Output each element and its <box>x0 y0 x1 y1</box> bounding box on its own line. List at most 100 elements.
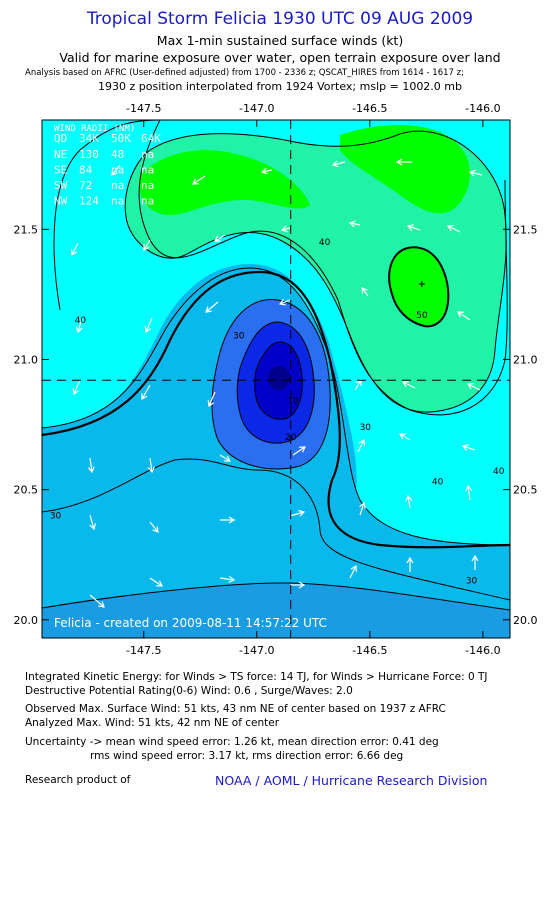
analysis-note: Analysis based on AFRC (User-defined adj… <box>25 68 464 78</box>
wind-radii-cell: NW <box>54 195 68 208</box>
position-note: 1930 z position interpolated from 1924 V… <box>97 80 462 93</box>
wind-vector-arrow <box>72 379 81 396</box>
wind-vector-arrow <box>192 175 206 185</box>
wind-radii-header: 34K <box>79 132 99 145</box>
wind-vector-arrow <box>149 521 159 533</box>
band-60-70 <box>139 124 471 215</box>
wind-radii-header: QD <box>54 132 67 145</box>
wind-radii-cell: na <box>141 148 154 161</box>
wind-radii-cell: SE <box>54 164 67 177</box>
wind-radii-cell: 130 <box>79 148 99 161</box>
exposure-note: Valid for marine exposure over water, op… <box>59 50 501 65</box>
wind-vector-arrow <box>147 457 155 474</box>
contour-label: 40 <box>75 316 87 326</box>
wind-vector-arrow <box>111 164 121 176</box>
y-tick-label-right: 20.5 <box>513 484 538 497</box>
wind-vector-arrow <box>395 158 412 166</box>
wind-radii-table: WIND RADII (NM)QD 34K 50K 64K NE 130 48 na SE 84 n… <box>54 124 161 208</box>
uncertainty-rms: rms wind speed error: 3.17 kt, rms direc… <box>90 750 404 762</box>
wind-radii-cell: na <box>111 164 124 177</box>
wind-vector-arrow <box>205 301 219 313</box>
contour-label: 30 <box>50 511 62 521</box>
contour-20 <box>211 299 331 470</box>
x-tick-label-top: -146.0 <box>465 102 500 115</box>
wind-vector-arrow <box>207 391 216 408</box>
contour-label: 40 <box>493 467 505 477</box>
x-tick-label-top: -147.5 <box>126 102 161 115</box>
wind-radii-cell: SW <box>54 179 68 192</box>
wind-radii-cell: na <box>111 179 124 192</box>
wind-vector-arrow <box>405 494 413 509</box>
wind-vector-arrow <box>149 577 163 587</box>
contour-label: 40 <box>432 477 444 487</box>
wind-vector-arrow <box>75 317 83 334</box>
wind-radii-cell: na <box>111 195 124 208</box>
wind-radii-cell: 84 <box>79 164 93 177</box>
wind-radii-cell: 124 <box>79 195 99 208</box>
noaa-aoml-credit: NOAA / AOML / Hurricane Research Divisio… <box>215 773 488 788</box>
x-tick-label-top: -147.0 <box>239 102 274 115</box>
contour-label: 50 <box>416 311 428 321</box>
wind-vector-arrow <box>260 167 273 175</box>
core-center <box>268 366 290 390</box>
wind-vector-arrow <box>406 224 421 231</box>
wind-vector-arrow <box>219 454 231 462</box>
wind-vector-arrow <box>89 594 105 608</box>
contour-label: 10 <box>287 397 299 407</box>
y-tick-label-right: 21.0 <box>513 353 538 366</box>
wind-vector-arrow <box>292 446 306 456</box>
wind-radii-cell: 72 <box>79 179 92 192</box>
band-lower-20-30 <box>42 582 510 638</box>
chart-title: Tropical Storm Felicia 1930 UTC 09 AUG 2… <box>86 9 474 29</box>
contour-label: 30 <box>233 332 245 342</box>
wind-vector-arrow <box>280 225 291 233</box>
y-tick-label-right: 21.5 <box>513 223 538 236</box>
x-tick-label-bottom: -146.5 <box>352 644 387 657</box>
analyzed-max-wind: Analyzed Max. Wind: 51 kts, 42 nm NE of … <box>25 717 280 729</box>
wind-radii-cell: na <box>141 179 154 192</box>
x-tick-label-bottom: -146.0 <box>465 644 500 657</box>
wind-vector-arrow <box>290 581 306 589</box>
wind-vector-arrow <box>359 501 366 516</box>
wind-vector-arrow <box>399 433 411 441</box>
wind-vector-arrow <box>468 169 483 177</box>
wind-vector-arrow <box>289 509 306 517</box>
wind-radii-cell: na <box>141 195 154 208</box>
wind-vector-arrow <box>446 224 461 233</box>
wind-vector-arrow <box>466 382 481 391</box>
wind-radii-cell: 48 <box>111 148 124 161</box>
dpr-line: Destructive Potential Rating(0-6) Wind: … <box>25 685 353 697</box>
contour-10 <box>236 321 315 444</box>
wind-radii-title: WIND RADII (NM) <box>54 124 135 134</box>
wind-vector-arrow <box>406 556 414 572</box>
wind-vectors <box>70 158 483 608</box>
wind-vector-arrow <box>465 484 473 501</box>
contour-20-lower <box>42 582 510 611</box>
wind-vector-arrow <box>331 160 346 168</box>
uncertainty-mean: Uncertainty -> mean wind speed error: 1.… <box>25 736 439 748</box>
wind-radii-cell: NE <box>54 148 67 161</box>
wind-vector-arrow <box>219 575 236 583</box>
y-tick-label-left: 21.5 <box>14 223 39 236</box>
wind-vector-arrow <box>143 239 151 251</box>
y-tick-label-left: 20.0 <box>14 614 39 627</box>
research-product-label: Research product of <box>25 774 131 786</box>
x-tick-label-bottom: -147.5 <box>126 644 161 657</box>
wind-vector-arrow <box>461 444 476 451</box>
center-crosshair <box>42 120 510 638</box>
wind-vector-arrow <box>70 242 79 257</box>
chart-subtitle: Max 1-min sustained surface winds (kt) <box>156 33 404 48</box>
wind-radii-header: 50K <box>111 132 131 145</box>
axis-ticks: -147.5 -147.5 -147.0 -147.0 -146.5 -146.5 -146… <box>14 102 538 657</box>
contour-40-outer <box>42 267 510 546</box>
max-wind-marker <box>418 280 425 287</box>
wind-vector-arrow <box>220 516 236 524</box>
contour-field <box>42 120 510 638</box>
contour-label: 40 <box>319 238 331 248</box>
contour-30-south <box>42 458 510 601</box>
wind-vector-arrow <box>214 234 226 242</box>
contour-label: 30 <box>360 423 372 433</box>
contour-50 <box>124 130 507 413</box>
